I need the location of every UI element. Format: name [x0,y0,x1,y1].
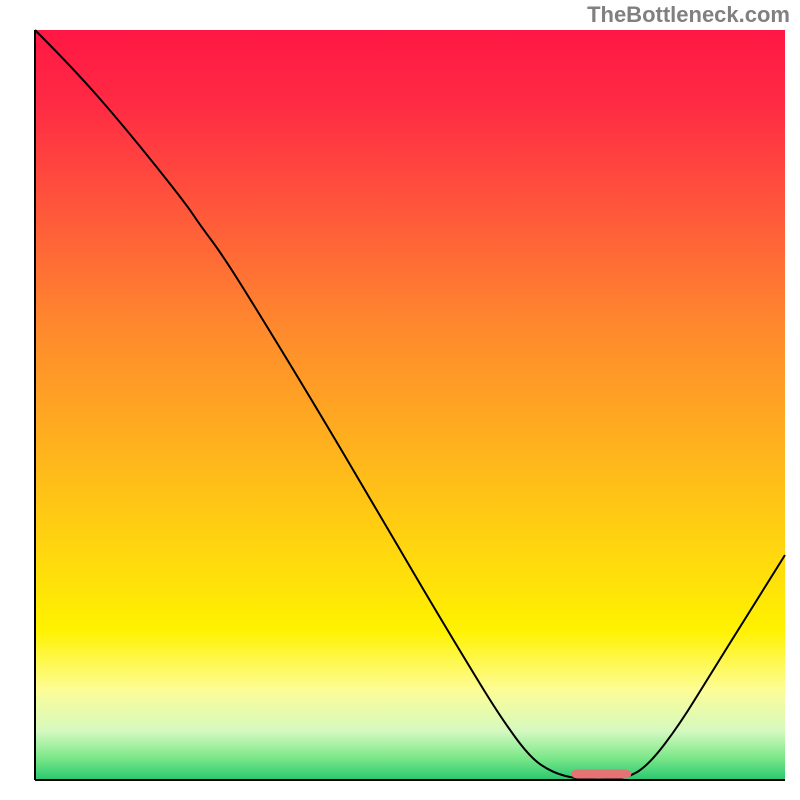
plot-background [35,30,785,780]
chart-container: { "watermark": "TheBottleneck.com", "cha… [0,0,800,800]
optimal-marker [571,770,631,779]
watermark-text: TheBottleneck.com [587,2,790,28]
bottleneck-chart [0,0,800,800]
